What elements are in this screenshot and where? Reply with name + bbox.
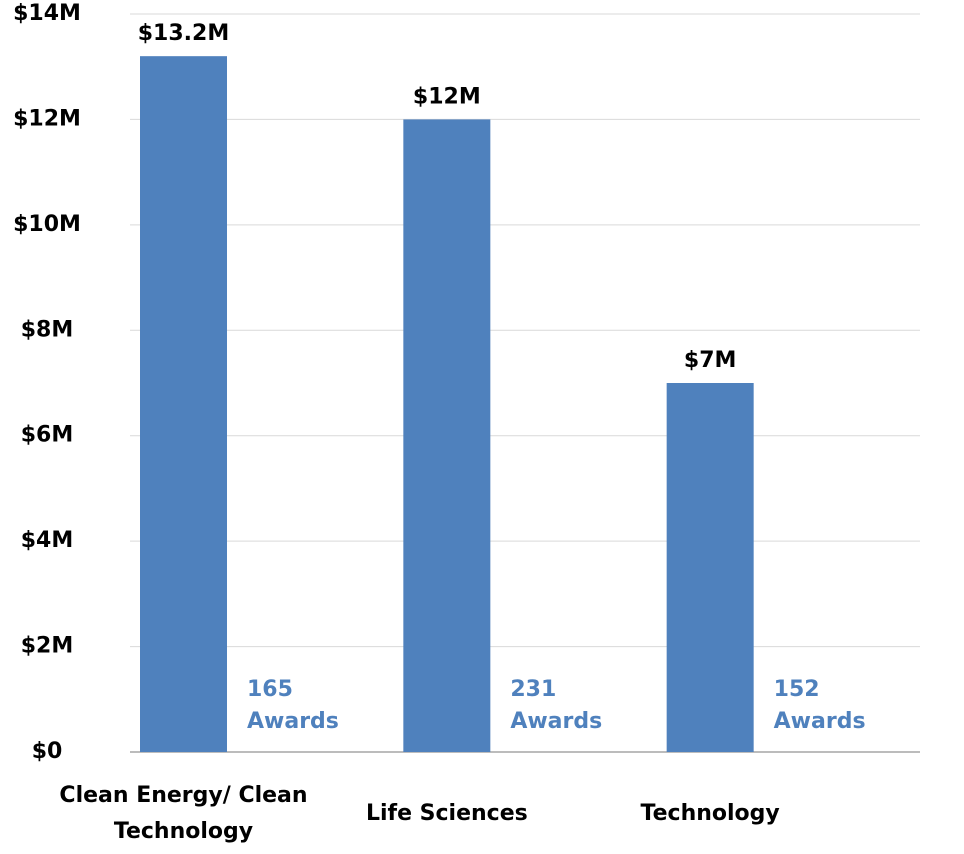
annotation: 231: [510, 677, 556, 702]
y-tick-label: $12M: [13, 106, 81, 131]
annotation: Awards: [774, 709, 866, 734]
annotation: Awards: [247, 709, 339, 734]
value-label: $7M: [684, 348, 737, 373]
annotation: Awards: [510, 709, 602, 734]
bar: [140, 56, 227, 752]
bar: [666, 383, 754, 752]
x-tick-label: Life Sciences: [365, 801, 528, 826]
value-label: $12M: [413, 84, 481, 109]
y-tick-label: $0: [32, 739, 63, 764]
y-tick-label: $14M: [13, 1, 81, 26]
value-label: $13.2M: [138, 21, 229, 46]
x-tick-label: Clean Energy/ Clean Technology: [59, 783, 308, 844]
y-tick-label: $6M: [21, 423, 74, 448]
y-tick-label: $2M: [21, 634, 74, 659]
x-tick-label: Technology: [640, 801, 780, 826]
y-tick-label: $4M: [21, 528, 74, 553]
y-tick-label: $8M: [21, 317, 74, 342]
bar: [403, 119, 491, 752]
annotation: 165: [247, 677, 293, 702]
y-tick-label: $10M: [13, 212, 81, 237]
annotation: 152: [774, 677, 820, 702]
